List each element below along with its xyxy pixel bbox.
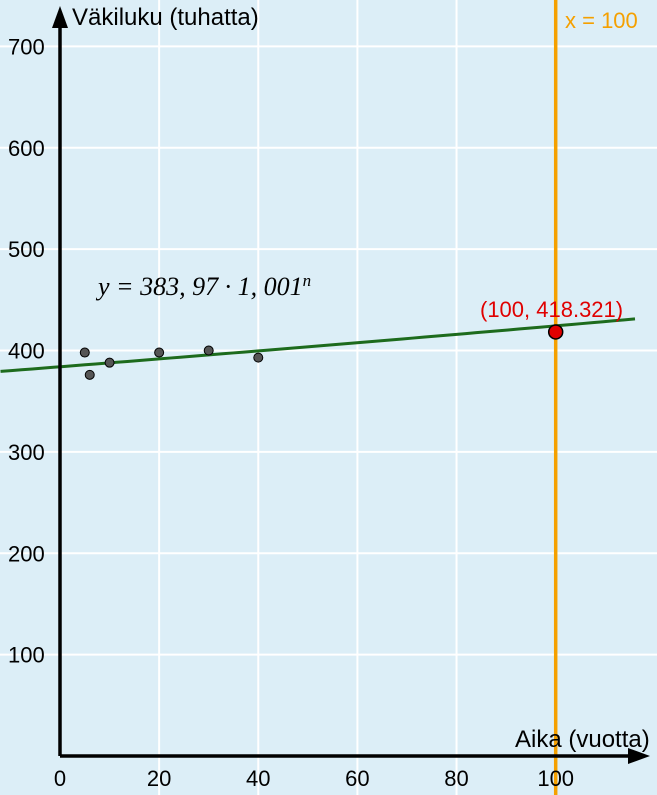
x-tick-label: 40 xyxy=(246,766,270,791)
scatter-point xyxy=(80,348,89,357)
scatter-point xyxy=(254,353,263,362)
highlight-point-label: (100, 418.321) xyxy=(480,297,623,322)
scatter-point xyxy=(105,358,114,367)
y-tick-label: 200 xyxy=(8,541,45,566)
chart-background xyxy=(0,0,657,795)
y-tick-label: 600 xyxy=(8,136,45,161)
y-tick-label: 300 xyxy=(8,440,45,465)
y-tick-label: 700 xyxy=(8,34,45,59)
x-tick-label: 60 xyxy=(345,766,369,791)
formula-label: y = 383, 97 · 1, 001n xyxy=(95,271,311,302)
vertical-line-label: x = 100 xyxy=(565,8,638,33)
y-tick-label: 100 xyxy=(8,643,45,668)
x-axis-label: Aika (vuotta) xyxy=(515,726,650,753)
population-chart: x = 100 (100, 418.321) 0 20 40 60 80 100 100 200 3… xyxy=(0,0,657,795)
y-tick-label: 500 xyxy=(8,237,45,262)
x-tick-label: 20 xyxy=(147,766,171,791)
scatter-point xyxy=(155,348,164,357)
scatter-point xyxy=(204,346,213,355)
x-tick-label: 80 xyxy=(444,766,468,791)
x-tick-label: 100 xyxy=(537,766,574,791)
x-tick-label: 0 xyxy=(54,766,66,791)
highlight-point xyxy=(549,325,563,339)
scatter-point xyxy=(85,370,94,379)
y-axis-label: Väkiluku (tuhatta) xyxy=(72,4,259,31)
y-tick-label: 400 xyxy=(8,339,45,364)
